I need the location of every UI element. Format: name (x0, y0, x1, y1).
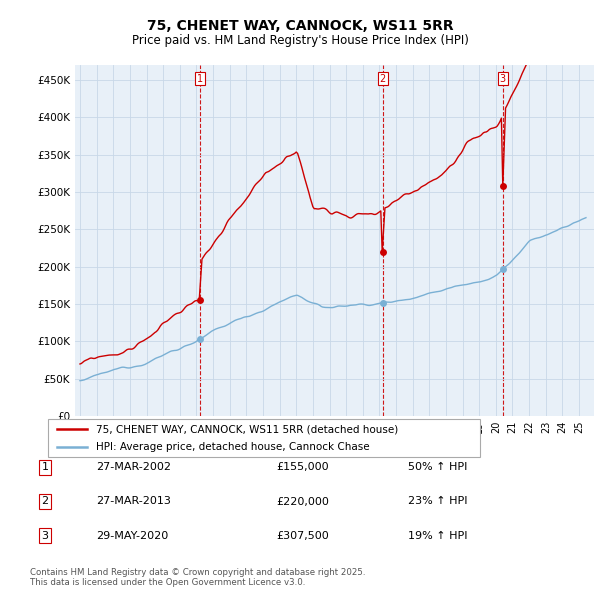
Text: Contains HM Land Registry data © Crown copyright and database right 2025.
This d: Contains HM Land Registry data © Crown c… (30, 568, 365, 587)
Text: 27-MAR-2002: 27-MAR-2002 (96, 463, 171, 472)
Text: £220,000: £220,000 (276, 497, 329, 506)
Text: 1: 1 (197, 74, 203, 84)
Text: £155,000: £155,000 (276, 463, 329, 472)
Text: 23% ↑ HPI: 23% ↑ HPI (408, 497, 467, 506)
Text: 19% ↑ HPI: 19% ↑ HPI (408, 531, 467, 540)
Text: 75, CHENET WAY, CANNOCK, WS11 5RR (detached house): 75, CHENET WAY, CANNOCK, WS11 5RR (detac… (95, 424, 398, 434)
Text: 2: 2 (41, 497, 49, 506)
Text: 50% ↑ HPI: 50% ↑ HPI (408, 463, 467, 472)
Text: £307,500: £307,500 (276, 531, 329, 540)
Text: 3: 3 (500, 74, 506, 84)
Text: 1: 1 (41, 463, 49, 472)
Text: 75, CHENET WAY, CANNOCK, WS11 5RR: 75, CHENET WAY, CANNOCK, WS11 5RR (146, 19, 454, 33)
Text: 27-MAR-2013: 27-MAR-2013 (96, 497, 171, 506)
Text: Price paid vs. HM Land Registry's House Price Index (HPI): Price paid vs. HM Land Registry's House … (131, 34, 469, 47)
Text: 29-MAY-2020: 29-MAY-2020 (96, 531, 168, 540)
Text: 3: 3 (41, 531, 49, 540)
Text: 2: 2 (380, 74, 386, 84)
Text: HPI: Average price, detached house, Cannock Chase: HPI: Average price, detached house, Cann… (95, 442, 369, 452)
